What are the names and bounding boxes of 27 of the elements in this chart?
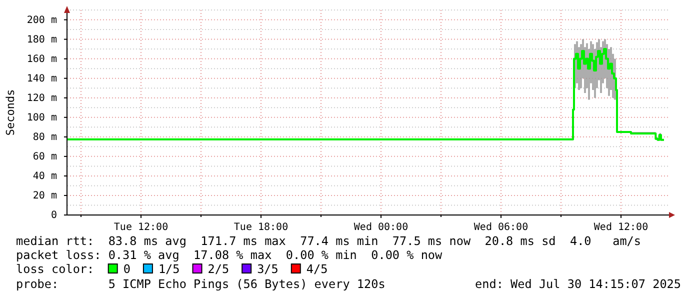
- y-tick-label: 160 m: [26, 54, 57, 66]
- text: 4/5: [306, 262, 328, 276]
- y-tick-label: 0: [50, 210, 57, 222]
- text: 2/5: [208, 262, 230, 276]
- text: packet loss: 0.31 % avg 17.08 % max 0.00 % min 0.00 % now: [16, 248, 444, 262]
- text: median rtt: 83.8 ms avg 171.7 ms max 77.4 ms min 77.5 ms now 20.8 ms sd 4.0 am/s: [16, 234, 642, 248]
- x-tick-label: Wed 00:00: [354, 222, 408, 233]
- y-tick-label: 180 m: [26, 34, 57, 46]
- x-tick-label: Tue 18:00: [234, 222, 288, 233]
- y-tick-label: 100 m: [26, 112, 57, 124]
- y-tick-label: 200 m: [26, 14, 57, 26]
- text: probe: 5 ICMP Echo Pings (56 Bytes) every 120s: [16, 277, 386, 291]
- text: 0: [123, 262, 130, 276]
- text: 1/5: [158, 262, 180, 276]
- y-tick-label: 140 m: [26, 74, 57, 85]
- x-tick-label: Tue 12:00: [114, 222, 168, 233]
- y-tick-label: 80 m: [32, 132, 57, 144]
- x-tick-label: Wed 12:00: [594, 222, 648, 233]
- y-axis-title: Seconds: [4, 89, 17, 136]
- text: 3/5: [257, 262, 278, 276]
- y-tick-label: 40 m: [32, 171, 57, 182]
- y-tick-label: 20 m: [32, 190, 57, 202]
- y-tick-label: 120 m: [26, 93, 57, 104]
- text: end: Wed Jul 30 14:15:07 2025: [475, 277, 681, 291]
- x-tick-label: Wed 06:00: [474, 222, 528, 233]
- y-tick-label: 60 m: [32, 152, 57, 163]
- text: loss color:: [16, 262, 94, 276]
